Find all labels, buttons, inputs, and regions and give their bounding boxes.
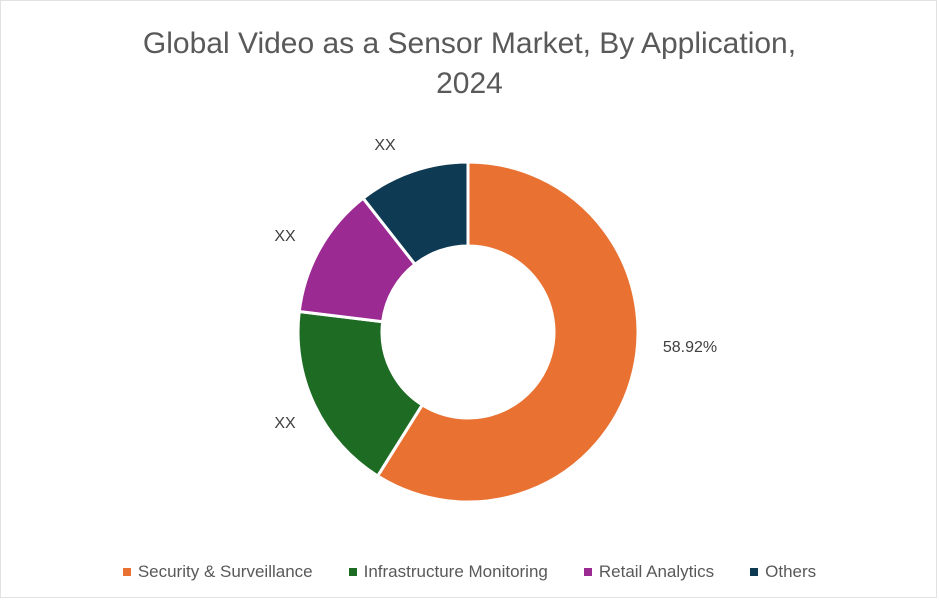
legend-swatch-security-surveillance: [122, 568, 131, 576]
donut-slice-others: [361, 160, 470, 267]
donut-slice-security-surveillance: [375, 160, 640, 504]
data-label-retail-analytics: XX: [274, 228, 296, 245]
chart-legend: Security & Surveillance Infrastructure M…: [0, 562, 939, 582]
data-label-infrastructure-monitoring: XX: [274, 415, 296, 432]
data-label-others: XX: [374, 137, 396, 154]
chart-title-line-1: Global Video as a Sensor Market, By Appl…: [142, 27, 797, 60]
data-label-security-surveillance: 58.92%: [663, 339, 717, 356]
chart-title-line-2: 2024: [436, 67, 503, 100]
legend-swatch-infrastructure-monitoring: [348, 568, 357, 576]
legend-item-retail-analytics: Retail Analytics: [583, 562, 715, 582]
legend-item-others: Others: [750, 562, 816, 582]
legend-label-retail-analytics: Retail Analytics: [598, 562, 715, 581]
legend-swatch-others: [750, 568, 759, 576]
donut-slice-infrastructure-monitoring: [296, 309, 425, 479]
legend-item-security-surveillance: Security & Surveillance: [122, 562, 313, 582]
legend-item-infrastructure-monitoring: Infrastructure Monitoring: [348, 562, 548, 582]
legend-label-infrastructure-monitoring: Infrastructure Monitoring: [363, 562, 548, 581]
legend-label-others: Others: [765, 562, 817, 581]
legend-label-security-surveillance: Security & Surveillance: [137, 562, 313, 581]
chart-title: Global Video as a Sensor Market, By Appl…: [0, 24, 939, 104]
legend-swatch-retail-analytics: [583, 568, 592, 576]
